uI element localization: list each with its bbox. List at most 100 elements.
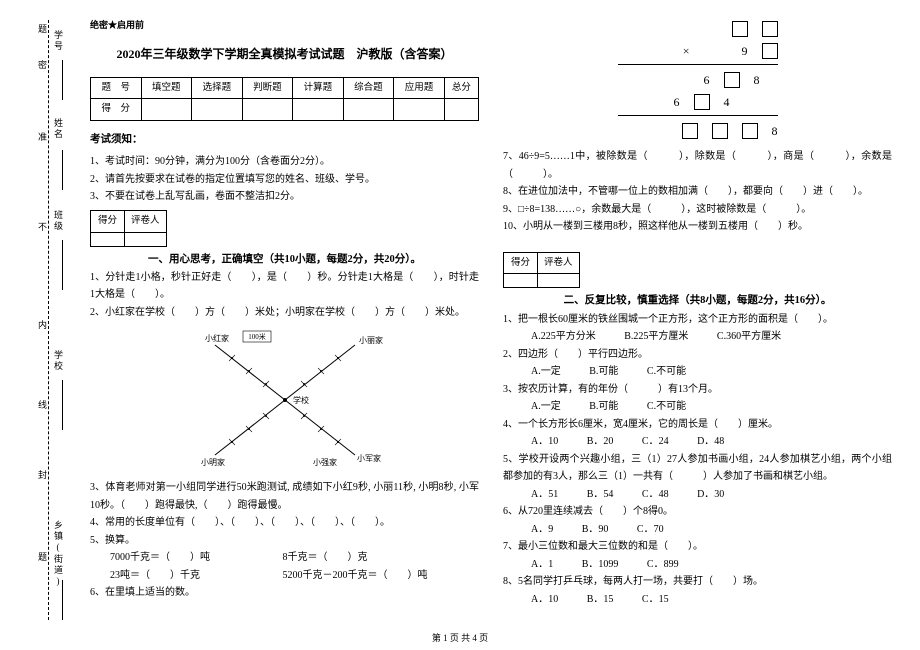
exam-title: 2020年三年级数学下学期全真模拟考试试题 沪教版（含答案） — [90, 44, 479, 65]
notice-head: 考试须知： — [90, 131, 479, 149]
options: A．51 B．54 C．48 D．30 — [503, 486, 892, 504]
digit-box — [732, 21, 748, 37]
question: 1、把一根长60厘米的铁丝围城一个正方形，这个正方形的面积是（ ）。 — [503, 311, 892, 329]
opt: C．899 — [647, 556, 679, 574]
section2-title: 二、反复比较，慎重选择（共8小题，每题2分，共16分）。 — [503, 292, 892, 310]
opt: A.一定 — [531, 363, 561, 381]
notice-item: 3、不要在试卷上乱写乱画，卷面不整洁扣2分。 — [90, 188, 479, 206]
bind-xuehao: 学号 — [52, 30, 65, 52]
conv: 23吨＝（ ）千克 — [110, 567, 280, 585]
th: 判断题 — [242, 77, 293, 99]
question: 6、在里填上适当的数。 — [90, 584, 479, 602]
seal-char: 内 — [36, 320, 49, 333]
home-label: 小丽家 — [359, 335, 383, 345]
opt: A．9 — [531, 521, 553, 539]
opt: C．15 — [642, 591, 669, 609]
binding-margin: 学号 姓名 班级 学校 乡镇(街道) 题 密 准 不 内 线 封 题 — [0, 0, 74, 650]
opt: A．10 — [531, 433, 558, 451]
opt: D．30 — [697, 486, 724, 504]
school-label: 学校 — [293, 395, 309, 405]
th: 总分 — [444, 77, 478, 99]
opt: B．20 — [587, 433, 614, 451]
opt: A．1 — [531, 556, 553, 574]
scale-label: 100米 — [248, 332, 266, 341]
opt: A．10 — [531, 591, 558, 609]
seal-char: 封 — [36, 470, 49, 483]
right-column: ×9 68 64 8 7、46÷9=5……1中，被除数是（ ），除数是（ ），商… — [491, 18, 892, 642]
question: 6、从720里连续减去（ ）个8得0。 — [503, 503, 892, 521]
options: A．1 B．1099 C．899 — [503, 556, 892, 574]
opt: C．70 — [637, 521, 664, 539]
question: 3、按农历计算，有的年份（ ）有13个月。 — [503, 381, 892, 399]
conv: 8千克＝（ ）克 — [283, 552, 368, 563]
digit: 8 — [754, 70, 760, 91]
table-row: 题 号 填空题 选择题 判断题 计算题 综合题 应用题 总分 — [91, 77, 479, 99]
digit: 6 — [674, 92, 680, 113]
home-label: 小强家 — [313, 457, 337, 467]
options: A.一定 B.可能 C.不可能 — [503, 363, 892, 381]
options: A．9 B．90 C．70 — [503, 521, 892, 539]
seal-char: 不 — [36, 222, 49, 235]
th: 综合题 — [343, 77, 394, 99]
bind-line — [62, 380, 63, 430]
opt: C．48 — [642, 486, 669, 504]
question: 5、换算。 — [90, 532, 479, 550]
options: A.225平方分米 B.225平方厘米 C.360平方厘米 — [503, 328, 892, 346]
digit: 8 — [772, 121, 778, 142]
digit-box — [762, 21, 778, 37]
seal-char: 密 — [36, 60, 49, 73]
question: 8、在进位加法中，不管哪一位上的数相加满（ ），都要向（ ）进（ ）。 — [503, 183, 892, 201]
opt: C.360平方厘米 — [717, 328, 781, 346]
mult-op: × — [683, 41, 690, 62]
question: 8、5名同学打乒乓球，每两人打一场，共要打（ ）场。 — [503, 573, 892, 591]
opt: B．54 — [587, 486, 614, 504]
bind-banji: 班级 — [52, 210, 65, 232]
bind-xingming: 姓名 — [52, 118, 65, 140]
opt: A.一定 — [531, 398, 561, 416]
opt: B.可能 — [589, 363, 618, 381]
opt: C.不可能 — [647, 363, 686, 381]
question: 9、□÷8=138……○，余数最大是（ ），这时被除数是（ ）。 — [503, 201, 892, 219]
digit: 4 — [724, 92, 730, 113]
bind-xuexiao: 学校 — [52, 350, 65, 372]
question: 7、最小三位数和最大三位数的和是（ ）。 — [503, 538, 892, 556]
digit: 9 — [742, 41, 748, 62]
table-row: 得 分 — [91, 99, 479, 121]
home-label: 小军家 — [357, 453, 381, 463]
digit-box — [742, 123, 758, 139]
opt: B．90 — [582, 521, 609, 539]
section1-title: 一、用心思考，正确填空（共10小题，每题2分，共20分）。 — [90, 251, 479, 269]
th: 计算题 — [293, 77, 344, 99]
secret-label: 绝密★启用前 — [90, 18, 479, 34]
th: 得 分 — [91, 99, 142, 121]
bind-line — [62, 150, 63, 190]
question: 4、一个长方形长6厘米，宽4厘米，它的周长是（ ）厘米。 — [503, 416, 892, 434]
home-label: 小红家 — [205, 333, 229, 343]
question: 7、46÷9=5……1中，被除数是（ ），除数是（ ），商是（ ），余数是（ ）… — [503, 148, 892, 183]
opt: B.可能 — [589, 398, 618, 416]
question-sub: 7000千克＝（ ）吨 8千克＝（ ）克 — [90, 549, 479, 567]
digit-box — [712, 123, 728, 139]
question: 2、小红家在学校（ ）方（ ）米处；小明家在学校（ ）方（ ）米处。 — [90, 304, 479, 322]
sub-score-table: 得分评卷人 — [90, 210, 167, 247]
opt: B．1099 — [582, 556, 619, 574]
digit-box — [694, 94, 710, 110]
bind-xiangzhen: 乡镇(街道) — [52, 520, 65, 588]
opt: C.不可能 — [647, 398, 686, 416]
sub-th: 评卷人 — [538, 252, 580, 274]
opt: B.225平方厘米 — [624, 328, 688, 346]
seal-char: 线 — [36, 400, 49, 413]
question: 2、四边形（ ）平行四边形。 — [503, 346, 892, 364]
bind-line — [62, 60, 63, 100]
question: 10、小明从一楼到三楼用8秒，照这样他从一楼到五楼用（ ）秒。 — [503, 218, 892, 236]
options: A.一定 B.可能 C.不可能 — [503, 398, 892, 416]
score-table: 题 号 填空题 选择题 判断题 计算题 综合题 应用题 总分 得 分 — [90, 77, 479, 121]
th: 应用题 — [394, 77, 445, 99]
opt: D．48 — [697, 433, 724, 451]
opt: A．51 — [531, 486, 558, 504]
question: 4、常用的长度单位有（ ）、（ ）、（ ）、（ ）、（ ）。 — [90, 514, 479, 532]
sub-th: 得分 — [91, 210, 125, 232]
bind-line — [62, 580, 63, 620]
notice-item: 1、考试时间：90分钟，满分为100分（含卷面分2分）。 — [90, 153, 479, 171]
question: 5、学校开设两个兴趣小组，三（1）27人参加书画小组，24人参加棋艺小组，两个小… — [503, 451, 892, 486]
